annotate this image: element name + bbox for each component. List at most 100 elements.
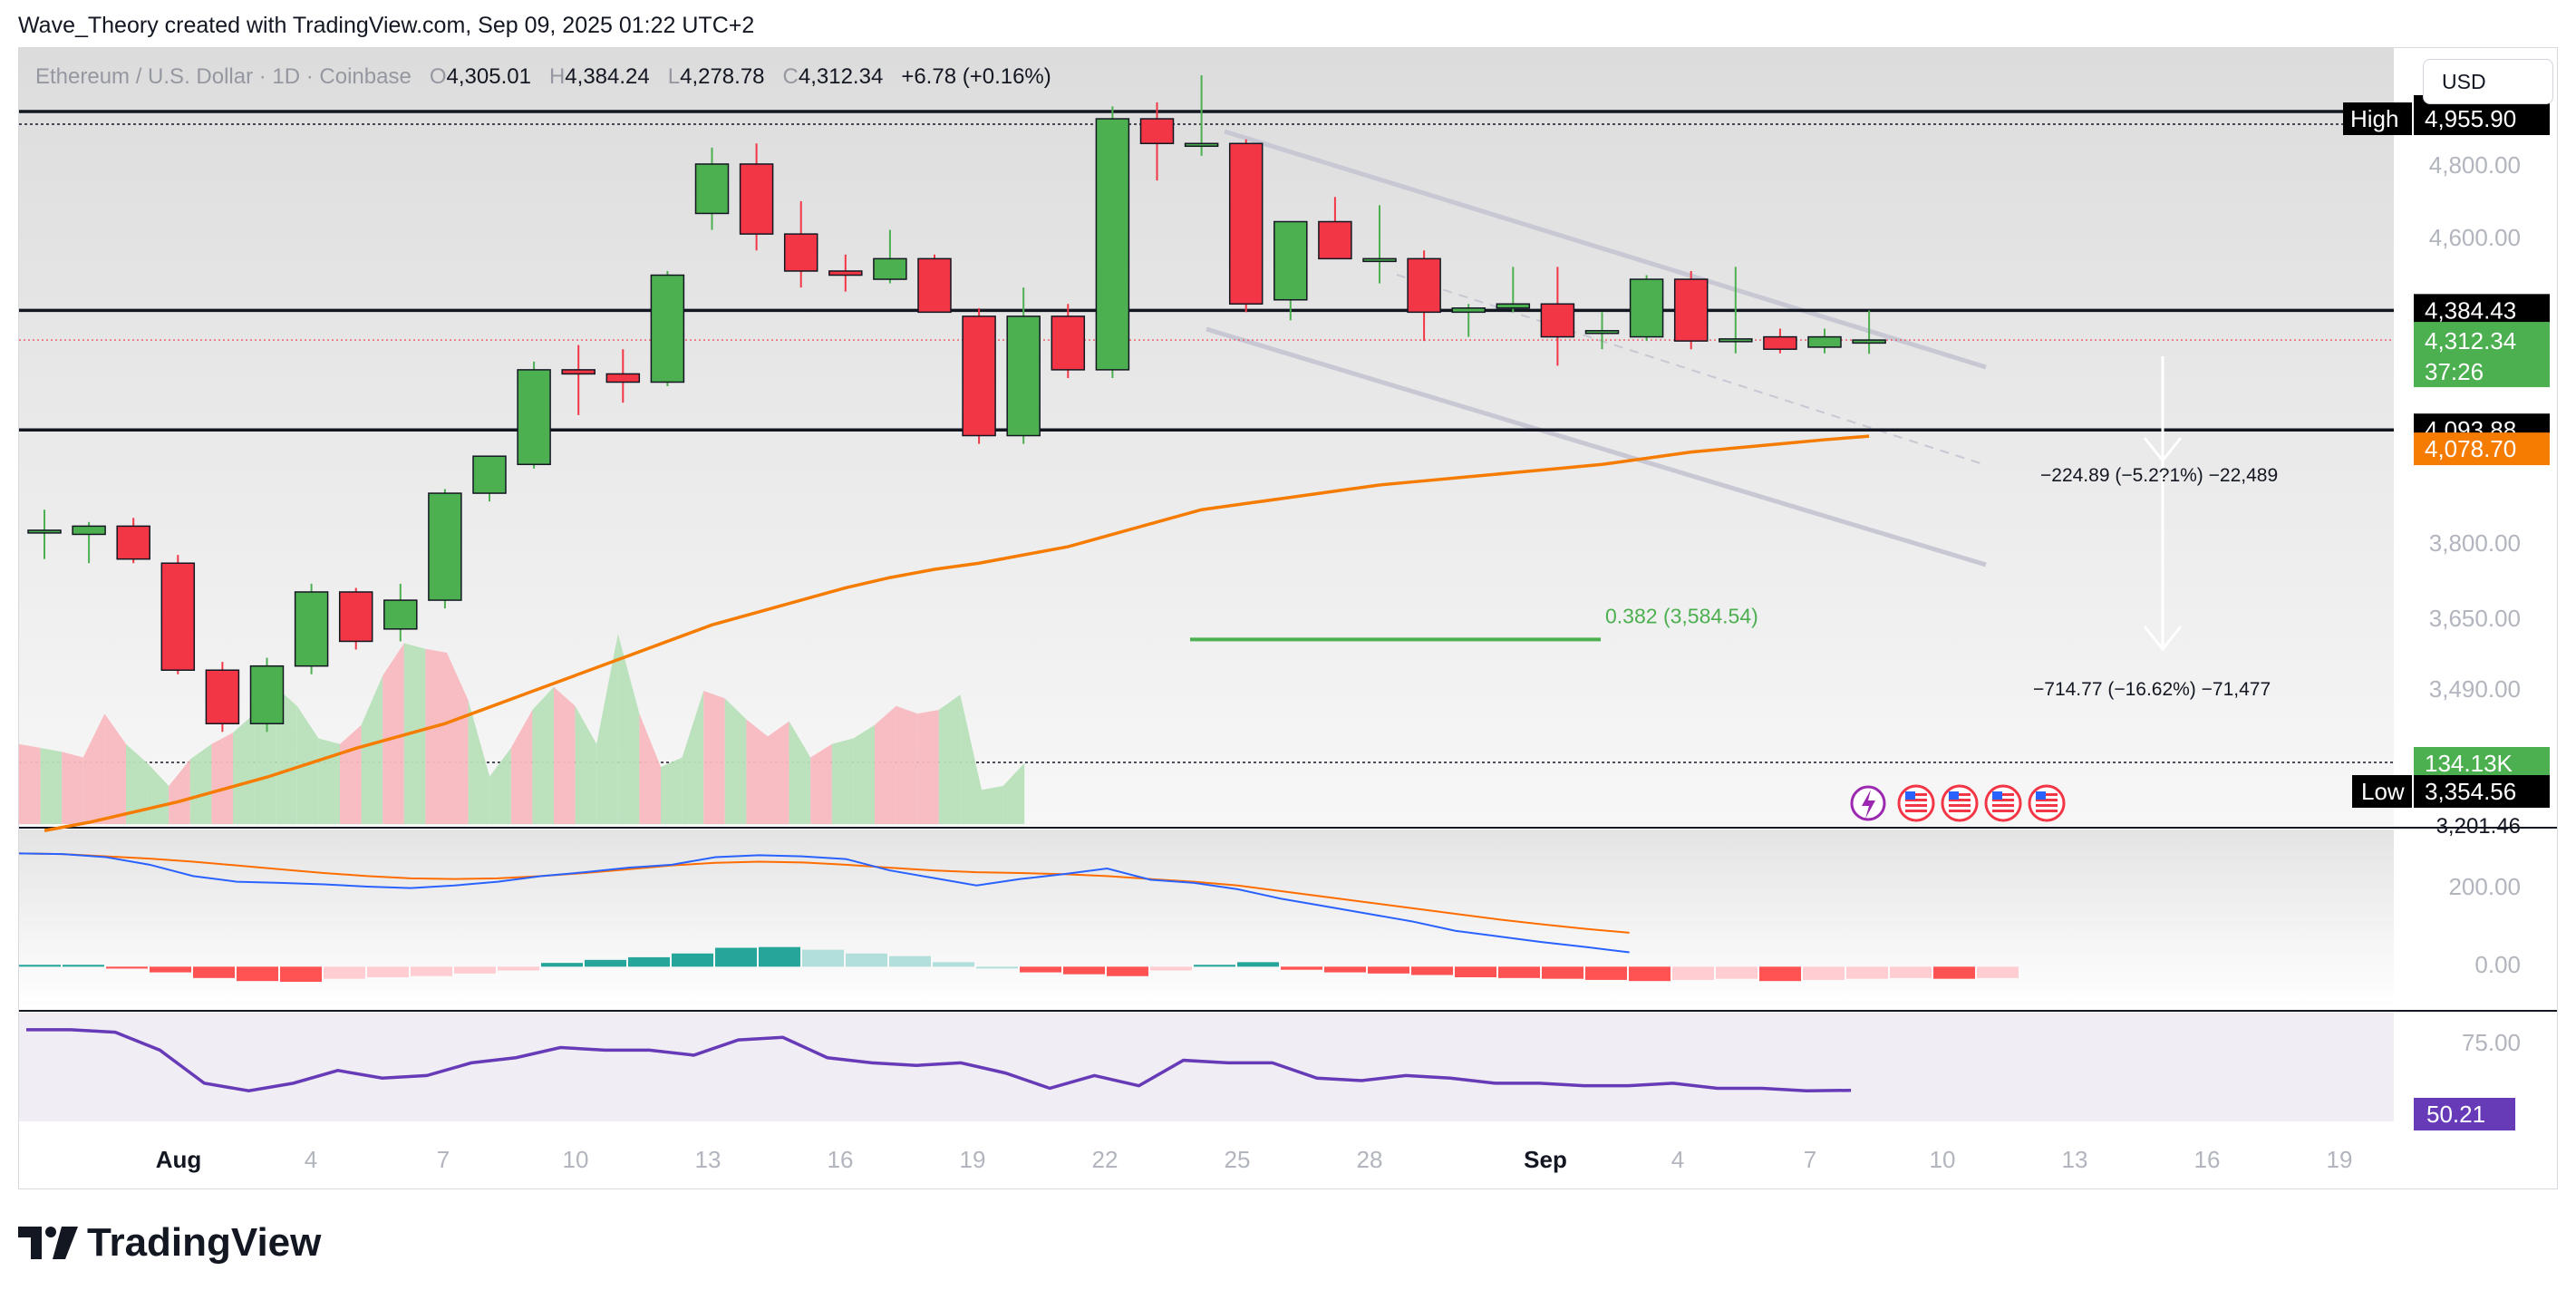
measure-label: −714.77 (−16.62%) −71,477	[2033, 679, 2271, 700]
us-flag-icon	[2036, 799, 2058, 801]
last-price-tag	[2414, 322, 2550, 388]
low-label-text: Low	[2361, 778, 2405, 805]
measure-label: −224.89 (−5.2?1%) −22,489	[2040, 465, 2278, 486]
candle-down	[917, 257, 952, 314]
candle-up	[1496, 303, 1531, 309]
time-axis-label: 19	[2327, 1146, 2353, 1173]
close-label: C	[782, 64, 799, 89]
level-price-tag	[2414, 294, 2550, 327]
candle-down	[739, 163, 774, 235]
macd-histogram-bar	[585, 959, 626, 967]
volume-segment	[510, 710, 533, 824]
candle-up	[1719, 338, 1753, 343]
candle-down	[1540, 303, 1575, 338]
volume-segment	[617, 634, 640, 824]
volume-segment	[104, 713, 126, 824]
volume-segment	[724, 698, 747, 824]
macd-histogram-bar	[672, 953, 713, 967]
time-axis-label: 10	[563, 1146, 589, 1173]
time-axis-label: 13	[2062, 1146, 2088, 1173]
rsi-value-tag	[2414, 1098, 2515, 1130]
low-label-tag	[2352, 775, 2412, 808]
time-axis-label: 22	[1092, 1146, 1119, 1173]
time-axis-label: 7	[437, 1146, 450, 1173]
chart-credit: Wave_Theory created with TradingView.com…	[18, 13, 755, 38]
volume-tag-text: 134.13K	[2425, 750, 2513, 777]
volume-segment	[383, 643, 404, 824]
candle-up	[1451, 307, 1486, 314]
macd-histogram-bar	[628, 956, 670, 967]
candle-up	[1584, 330, 1620, 335]
rsi-value-text: 50.21	[2426, 1101, 2485, 1128]
macd-histogram-bar	[759, 946, 800, 967]
brand[interactable]: TradingView	[18, 1220, 321, 1266]
low-label: L	[667, 64, 681, 89]
volume-segment	[318, 738, 340, 824]
macd-histogram-bar	[1324, 966, 1366, 973]
us-flag-icon	[1949, 804, 1971, 807]
volume-segment	[62, 752, 83, 824]
us-flag-icon	[2036, 791, 2046, 800]
candle-up	[249, 665, 285, 724]
volume-tag	[2414, 747, 2550, 780]
high-value: 4,384.24	[565, 64, 650, 89]
candle-up	[27, 529, 62, 534]
candle-down	[1318, 220, 1352, 260]
candle-up	[1852, 339, 1886, 344]
volume-segment	[960, 694, 982, 824]
macd-histogram-bar	[411, 966, 452, 976]
macd-histogram-bar	[933, 962, 974, 967]
macd-histogram-bar	[1411, 966, 1453, 975]
macd-line	[19, 852, 1630, 954]
low-value: 4,278.78	[680, 64, 765, 89]
volume-segment	[896, 705, 918, 824]
macd-histogram-bar	[802, 949, 844, 967]
volume-segment	[554, 686, 576, 824]
currency-button[interactable]: USD	[2423, 59, 2553, 104]
macd-histogram-bar	[193, 966, 235, 978]
macd-histogram-bar	[454, 966, 496, 974]
us-flag-icon	[2036, 793, 2058, 796]
volume-segment	[126, 743, 148, 824]
us-flag-icon	[1949, 793, 1971, 796]
us-flag-icon	[1992, 804, 2014, 807]
volume-segment	[639, 713, 661, 824]
chart-frame[interactable]: 0.382 (3,584.54) −224.89 (−5.2?1%) −22,48…	[18, 47, 2558, 1189]
volume-segment	[425, 648, 447, 824]
price-axis-label: 3,650.00	[2429, 605, 2521, 632]
symbol-name: Ethereum / U.S. Dollar · 1D · Coinbase	[35, 64, 412, 89]
volume-segment	[596, 634, 618, 824]
candle-down	[1673, 278, 1709, 342]
us-flag-icon	[1941, 784, 1979, 822]
macd-histogram-bar	[1107, 966, 1148, 976]
candle-down	[205, 669, 240, 724]
ema-price-tag	[2414, 432, 2550, 466]
macd-histogram-bar	[541, 963, 583, 967]
candle-down	[1228, 142, 1264, 306]
macd-histogram-bar	[324, 966, 365, 979]
high-label: H	[548, 64, 566, 89]
volume-segment	[831, 738, 854, 824]
us-flag-icon	[1905, 791, 1915, 800]
macd-histogram-bar	[106, 966, 148, 969]
volume-segment	[575, 705, 597, 824]
volume-segment	[82, 713, 105, 824]
time-axis-label: 7	[1804, 1146, 1816, 1173]
us-flag-icon	[1897, 784, 1935, 822]
open-label: O	[429, 64, 447, 89]
chart-canvas[interactable]: 0.382 (3,584.54) −224.89 (−5.2?1%) −22,48…	[19, 48, 2557, 1188]
macd-histogram-bar	[1759, 966, 1801, 982]
candle-up	[694, 163, 730, 215]
time-axis-label: 13	[695, 1146, 721, 1173]
macd-histogram-bar	[1890, 966, 1932, 978]
macd-histogram-bar	[1020, 966, 1061, 973]
macd-histogram-bar	[280, 966, 322, 982]
macd-histogram-bar	[715, 947, 757, 967]
macd-histogram-bar	[19, 965, 61, 967]
price-axis-label: 4,600.00	[2429, 224, 2521, 251]
macd-histogram-bar	[1063, 966, 1105, 975]
time-axis-label: 4	[1671, 1146, 1684, 1173]
candle-up	[428, 492, 462, 601]
candle-up	[472, 455, 507, 494]
measure-arrowhead	[2143, 626, 2183, 652]
